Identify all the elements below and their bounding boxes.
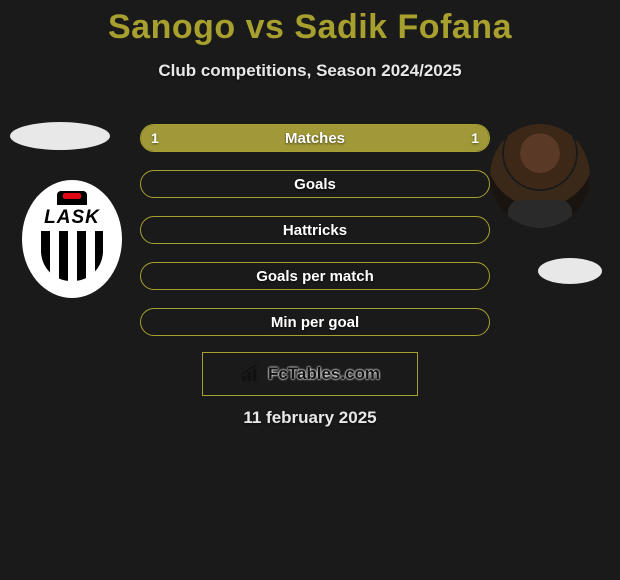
stat-label: Goals per match <box>256 268 374 285</box>
left-shadow-ellipse <box>10 122 110 150</box>
subtitle: Club competitions, Season 2024/2025 <box>0 61 620 81</box>
stat-row: Goals per match <box>140 262 490 290</box>
right-shadow-ellipse <box>538 258 602 284</box>
club-logo-text: LASK <box>44 207 100 229</box>
stat-label: Min per goal <box>271 314 359 331</box>
branding-box: FcTables.com <box>202 352 418 396</box>
stat-row: Goals <box>140 170 490 198</box>
stat-label: Goals <box>294 176 336 193</box>
stat-label: Hattricks <box>283 222 347 239</box>
stat-label: Matches <box>285 130 345 147</box>
stat-row: Min per goal <box>140 308 490 336</box>
club-logo-crest-icon <box>57 191 87 205</box>
stat-value-right: 1 <box>471 130 479 146</box>
stat-row: Hattricks <box>140 216 490 244</box>
bar-chart-icon <box>240 365 262 383</box>
page-title: Sanogo vs Sadik Fofana <box>0 0 620 47</box>
stat-value-left: 1 <box>151 130 159 146</box>
right-player-avatar <box>490 124 590 228</box>
left-club-logo: LASK <box>22 180 122 298</box>
comparison-bars: 1 1 Matches Goals Hattricks Goals per match Mi… <box>140 124 490 354</box>
date-text: 11 february 2025 <box>0 408 620 428</box>
branding-text: FcTables.com <box>268 364 380 384</box>
club-logo-stripes-icon <box>41 231 103 281</box>
stat-row: 1 1 Matches <box>140 124 490 152</box>
